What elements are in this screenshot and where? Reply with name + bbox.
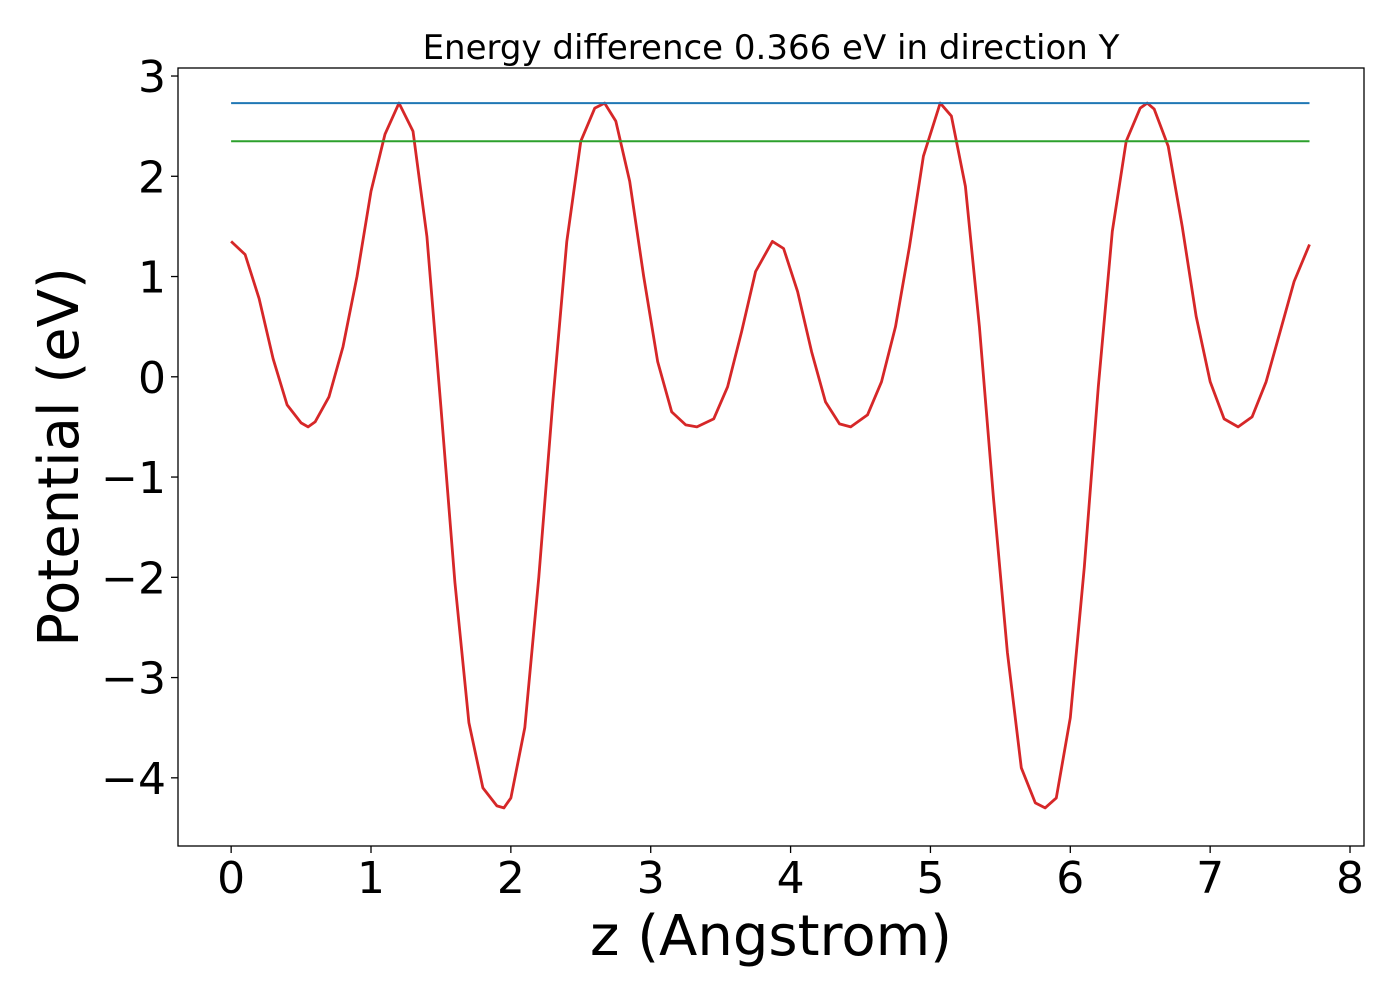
x-tick-label: 8 xyxy=(1336,853,1364,904)
x-tick-label: 2 xyxy=(497,853,525,904)
y-tick-label: −2 xyxy=(101,553,166,604)
x-tick-label: 1 xyxy=(357,853,385,904)
x-axis-title: z (Angstrom) xyxy=(590,904,952,969)
x-tick-label: 5 xyxy=(916,853,944,904)
x-axis-ticks: 0 1 2 3 4 5 6 7 8 xyxy=(217,846,1364,904)
y-tick-label: 3 xyxy=(138,52,166,103)
x-tick-label: 3 xyxy=(637,853,665,904)
series-line-0 xyxy=(230,101,1311,810)
chart-title: Energy difference 0.366 eV in direction … xyxy=(423,28,1120,68)
x-tick-label: 6 xyxy=(1056,853,1084,904)
y-tick-label: 0 xyxy=(138,353,166,404)
y-axis-ticks: −4 −3 −2 −1 0 1 2 3 xyxy=(101,52,178,805)
plot-frame xyxy=(177,67,1365,847)
x-tick-label: 4 xyxy=(777,853,805,904)
series-layer xyxy=(230,101,1311,810)
y-tick-label: 1 xyxy=(138,253,166,304)
y-tick-label: 2 xyxy=(138,152,166,203)
y-tick-label: −1 xyxy=(101,453,166,504)
x-tick-label: 7 xyxy=(1196,853,1224,904)
y-axis-title: Potential (eV) xyxy=(27,267,92,647)
plot-area xyxy=(178,68,1364,846)
y-tick-label: −4 xyxy=(101,754,166,805)
x-tick-label: 0 xyxy=(217,853,245,904)
y-tick-label: −3 xyxy=(101,654,166,705)
